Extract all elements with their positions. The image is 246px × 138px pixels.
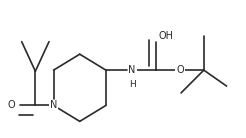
Text: OH: OH: [158, 31, 173, 41]
Text: O: O: [7, 100, 15, 110]
Text: N: N: [128, 65, 136, 75]
Text: N: N: [50, 100, 57, 110]
Text: H: H: [129, 80, 136, 89]
Text: O: O: [176, 65, 184, 75]
